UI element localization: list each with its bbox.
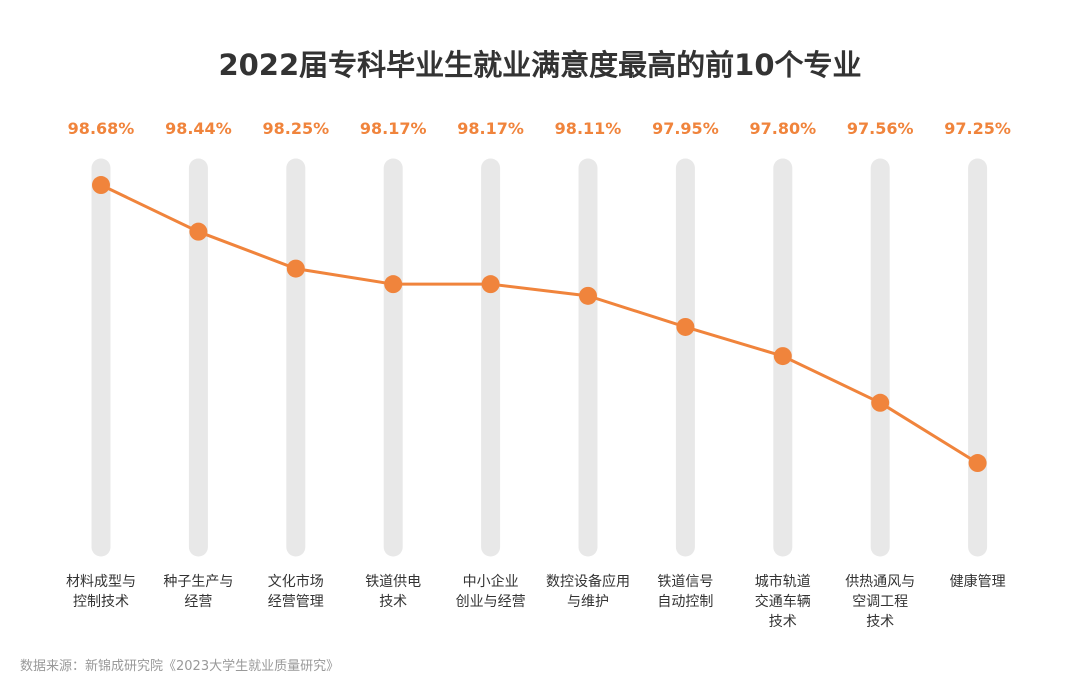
value-label: 97.25% bbox=[944, 119, 1011, 138]
value-label: 98.25% bbox=[262, 119, 329, 138]
point bbox=[968, 454, 987, 473]
x-tick-label: 中小企业 创业与经营 bbox=[455, 574, 526, 610]
value-label: 98.17% bbox=[360, 119, 427, 138]
value-label: 97.56% bbox=[847, 119, 914, 138]
x-tick-label: 铁道信号 自动控制 bbox=[657, 574, 714, 610]
x-tick-label: 供热通风与 空调工程 技术 bbox=[845, 574, 916, 630]
value-label: 97.80% bbox=[749, 119, 816, 138]
x-tick-label: 城市轨道 交通车辆 技术 bbox=[754, 574, 811, 630]
value-label: 98.68% bbox=[68, 119, 135, 138]
point bbox=[92, 176, 110, 195]
x-tick-label: 铁道供电 技术 bbox=[365, 574, 422, 610]
chart-title: 2022届专科毕业生就业满意度最高的前10个专业 bbox=[218, 48, 862, 82]
point bbox=[676, 317, 695, 336]
x-tick-label: 材料成型与 控制技术 bbox=[66, 574, 136, 610]
point bbox=[871, 393, 890, 412]
point bbox=[286, 259, 305, 278]
point bbox=[773, 347, 792, 366]
source-note: 数据来源：新锦成研究院《2023大学生就业质量研究》 bbox=[20, 659, 340, 674]
value-label: 98.11% bbox=[555, 119, 622, 138]
x-tick-label: 种子生产与 经营 bbox=[163, 574, 234, 610]
x-tick-label: 数控设备应用 与维护 bbox=[546, 574, 630, 610]
point bbox=[189, 222, 208, 241]
point bbox=[579, 286, 597, 305]
point bbox=[384, 275, 403, 294]
value-label: 98.44% bbox=[165, 119, 232, 138]
line bbox=[100, 183, 979, 465]
point bbox=[481, 275, 500, 294]
x-tick-label: 健康管理 bbox=[949, 574, 1006, 590]
x-tick-label: 文化市场 经营管理 bbox=[267, 574, 324, 610]
value-label: 97.95% bbox=[652, 119, 719, 138]
value-label: 98.17% bbox=[457, 119, 524, 138]
